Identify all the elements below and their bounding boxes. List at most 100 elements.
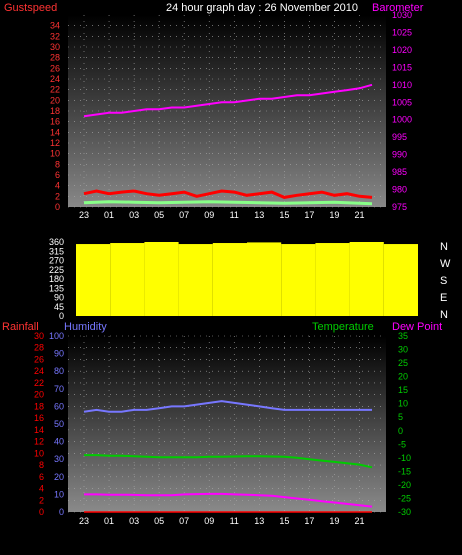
panel1-x-ticks: 23 01 03 05 07 09 11 13 15 17 19 21 <box>79 210 364 220</box>
temperature-tick-label: 10 <box>398 399 408 409</box>
baro-tick-label: 1020 <box>392 45 412 55</box>
dewpoint-line <box>84 492 373 508</box>
direction-bar <box>212 243 247 316</box>
gust-tick-label: 20 <box>50 95 60 105</box>
rainfall-axis-label: Rainfall <box>2 321 39 333</box>
rain-tick-label: 28 <box>34 343 44 353</box>
gust-tick-label: 14 <box>50 127 60 137</box>
wind-line <box>83 200 373 206</box>
panel1-background <box>68 15 386 207</box>
direction-tick-label: 315 <box>49 246 64 256</box>
temperature-line <box>84 454 373 469</box>
compass-label: W <box>440 258 451 270</box>
temperature-tick-label: 5 <box>398 412 403 422</box>
gust-tick-label: 0 <box>55 202 60 212</box>
humidity-tick-label: 20 <box>54 472 64 482</box>
x-tick-label: 09 <box>204 516 214 526</box>
direction-bar <box>383 244 418 316</box>
rain-tick-label: 6 <box>39 472 44 482</box>
chart-title: 24 hour graph day : 26 November 2010 <box>166 2 358 14</box>
gust-tick-label: 12 <box>50 138 60 148</box>
x-tick-label: 13 <box>254 516 264 526</box>
x-tick-label: 21 <box>354 210 364 220</box>
x-tick-label: 03 <box>129 210 139 220</box>
baro-tick-label: 1025 <box>392 27 412 37</box>
rain-tick-label: 10 <box>34 448 44 458</box>
baro-tick-label: 990 <box>392 150 407 160</box>
compass-label: N <box>440 241 448 253</box>
x-tick-label: 23 <box>79 516 89 526</box>
gust-tick-label: 22 <box>50 85 60 95</box>
direction-bar <box>178 244 213 316</box>
gust-tick-label: 34 <box>50 21 60 31</box>
temperature-axis-ticks: -30 -25 -20 -15 -10 -5 0 5 10 15 20 25 30 35 <box>398 331 411 517</box>
x-tick-label: 17 <box>304 210 314 220</box>
gust-tick-label: 4 <box>55 181 60 191</box>
gust-tick-label: 10 <box>50 149 60 159</box>
gustspeed-axis-label: Gustspeed <box>4 2 57 14</box>
rain-tick-label: 20 <box>34 390 44 400</box>
compass-label: E <box>440 292 447 304</box>
direction-tick-label: 0 <box>59 311 64 321</box>
panel3-background <box>68 336 386 512</box>
baro-tick-label: 985 <box>392 167 407 177</box>
baro-tick-label: 995 <box>392 132 407 142</box>
direction-tick-label: 360 <box>49 237 64 247</box>
rain-tick-label: 24 <box>34 366 44 376</box>
humidity-axis-ticks: 0 10 20 30 40 50 60 70 80 90 100 <box>49 331 64 517</box>
direction-bar <box>281 244 316 316</box>
baro-axis-ticks: 975 980 985 990 995 1000 1005 1010 1015 1020 1025 1… <box>392 10 412 212</box>
humidity-axis-label: Humidity <box>64 321 107 333</box>
x-tick-label: 03 <box>129 516 139 526</box>
humidity-tick-label: 70 <box>54 384 64 394</box>
compass-label: S <box>440 275 447 287</box>
temperature-tick-label: 0 <box>398 426 403 436</box>
temperature-tick-label: -15 <box>398 466 411 476</box>
baro-tick-label: 1030 <box>392 10 412 20</box>
gust-tick-label: 24 <box>50 74 60 84</box>
gust-tick-label: 2 <box>55 191 60 201</box>
x-tick-label: 19 <box>329 516 339 526</box>
rain-tick-label: 26 <box>34 354 44 364</box>
x-tick-label: 01 <box>104 210 114 220</box>
rain-tick-label: 30 <box>34 331 44 341</box>
temperature-tick-label: 25 <box>398 358 408 368</box>
temperature-tick-label: -20 <box>398 480 411 490</box>
direction-bar <box>349 242 384 316</box>
gust-tick-label: 26 <box>50 63 60 73</box>
humidity-tick-label: 40 <box>54 437 64 447</box>
direction-tick-label: 270 <box>49 256 64 266</box>
direction-bar <box>247 242 282 316</box>
panel3-x-ticks: 23 01 03 05 07 09 11 13 15 17 19 21 <box>79 516 364 526</box>
gust-tick-label: 16 <box>50 117 60 127</box>
x-tick-label: 11 <box>230 210 239 220</box>
humidity-tick-label: 80 <box>54 366 64 376</box>
baro-tick-label: 1015 <box>392 62 412 72</box>
humidity-tick-label: 90 <box>54 349 64 359</box>
x-tick-label: 05 <box>154 210 164 220</box>
x-tick-label: 11 <box>230 516 239 526</box>
direction-bar <box>315 243 350 316</box>
rain-tick-label: 18 <box>34 401 44 411</box>
gust-line <box>83 189 373 199</box>
gust-tick-label: 32 <box>50 31 60 41</box>
rain-tick-label: 2 <box>39 495 44 505</box>
direction-tick-label: 45 <box>54 302 64 312</box>
rain-tick-label: 4 <box>39 484 44 494</box>
humidity-tick-label: 60 <box>54 401 64 411</box>
baro-tick-label: 1010 <box>392 80 412 90</box>
direction-bar <box>144 242 179 316</box>
temperature-tick-label: 30 <box>398 345 408 355</box>
temperature-axis-label: Temperature <box>312 321 374 333</box>
x-tick-label: 15 <box>279 516 289 526</box>
humidity-tick-label: 0 <box>59 507 64 517</box>
x-tick-label: 19 <box>329 210 339 220</box>
temperature-tick-label: -10 <box>398 453 411 463</box>
direction-tick-label: 135 <box>49 283 64 293</box>
x-tick-label: 23 <box>79 210 89 220</box>
direction-bar <box>76 244 111 316</box>
rain-tick-label: 0 <box>39 507 44 517</box>
panel3-series <box>83 400 373 513</box>
x-tick-label: 15 <box>279 210 289 220</box>
